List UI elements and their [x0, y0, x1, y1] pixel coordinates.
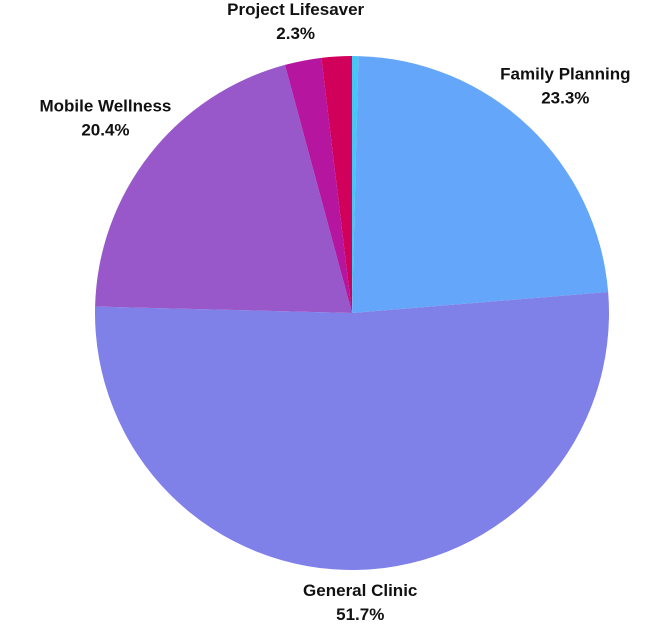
slice-value-label: 23.3%: [541, 89, 589, 108]
pie-slice: [352, 56, 609, 313]
slice-value-label: 20.4%: [81, 121, 129, 140]
slice-label: General Clinic: [303, 581, 417, 600]
pie-slice: [284, 57, 352, 314]
slice-value-label: 2.3%: [276, 24, 315, 43]
pie-slice: [94, 292, 610, 571]
pie-slice: [321, 56, 352, 313]
slice-value-label: 51.7%: [336, 605, 384, 624]
pie-slice: [352, 56, 359, 313]
slice-label: Mobile Wellness: [39, 97, 171, 116]
slice-label: Family Planning: [500, 65, 630, 84]
slice-label: Project Lifesaver: [227, 0, 364, 19]
pie-slice: [95, 64, 352, 314]
